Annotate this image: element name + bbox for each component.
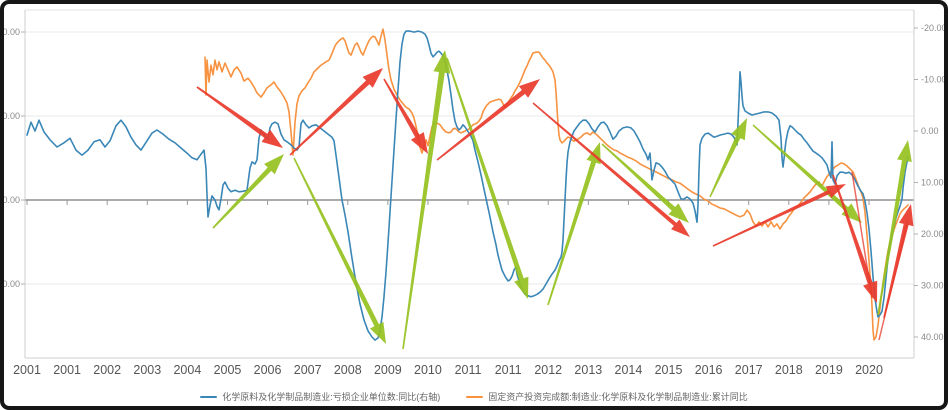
trend-arrow-green-7 bbox=[752, 124, 862, 223]
x-axis-label: 2014 bbox=[615, 363, 643, 377]
x-axis-label: 2013 bbox=[574, 363, 602, 377]
x-axis-label: 2012 bbox=[534, 363, 562, 377]
trend-arrow-green-8 bbox=[877, 140, 912, 316]
x-axis-label: 2018 bbox=[775, 363, 803, 377]
right-axis-label: 10.00 bbox=[921, 178, 944, 188]
x-axis-label: 2001 bbox=[13, 363, 41, 377]
left-axis-label: -20.00 bbox=[0, 279, 20, 289]
x-axis-label: 2016 bbox=[695, 363, 723, 377]
right-axis-label: -10.00 bbox=[921, 75, 947, 85]
trend-arrow-red-14 bbox=[712, 184, 846, 247]
x-axis-label: 2001 bbox=[53, 363, 81, 377]
trend-arrow-green-3 bbox=[446, 57, 529, 300]
right-axis-label: 40.00 bbox=[921, 332, 944, 342]
x-axis-label: 2009 bbox=[374, 363, 402, 377]
trend-arrow-red-10 bbox=[289, 68, 383, 156]
trend-arrow-red-15 bbox=[832, 174, 878, 303]
legend-item-loss-enterprises[interactable]: 化学原料及化学制品制造业:亏损企业单位数:同比(右轴) bbox=[200, 390, 440, 403]
series-line-loss-enterprises-yoy bbox=[26, 30, 909, 341]
legend-marker-blue-line bbox=[200, 395, 218, 398]
trend-arrow-red-9 bbox=[196, 86, 283, 148]
x-axis-label: 2010 bbox=[414, 363, 442, 377]
x-axis-label: 2017 bbox=[735, 363, 763, 377]
right-axis-label: -20.00 bbox=[921, 23, 947, 33]
x-axis-label: 2005 bbox=[214, 363, 242, 377]
trend-line-thin-red bbox=[851, 171, 873, 299]
x-axis-label: 2007 bbox=[294, 363, 322, 377]
legend-label-fai: 固定资产投资完成额:制造业:化学原料及化学制品制造业:累计同比 bbox=[488, 392, 748, 402]
trend-arrow-green-0 bbox=[212, 154, 284, 229]
trend-arrow-green-6 bbox=[709, 118, 747, 198]
x-axis-label: 2002 bbox=[93, 363, 121, 377]
x-axis-label: 2015 bbox=[655, 363, 683, 377]
trend-arrow-red-11 bbox=[383, 78, 428, 154]
trend-arrow-green-5 bbox=[601, 143, 689, 223]
left-axis-label: 20.00 bbox=[0, 111, 20, 121]
right-axis-label: 0.00 bbox=[921, 126, 939, 136]
legend-marker-orange-line bbox=[466, 395, 484, 398]
trend-arrow-green-4 bbox=[547, 142, 601, 306]
left-axis-label: 40.00 bbox=[0, 27, 20, 37]
chart-legend: 化学原料及化学制品制造业:亏损企业单位数:同比(右轴) 固定资产投资完成额:制造… bbox=[0, 390, 948, 403]
trend-line-thin-red bbox=[878, 219, 909, 341]
x-axis-label: 2006 bbox=[254, 363, 282, 377]
left-axis-label: 0.00 bbox=[2, 195, 20, 205]
x-axis-label: 2019 bbox=[815, 363, 843, 377]
x-axis-label: 2011 bbox=[455, 363, 482, 377]
trend-arrow-green-2 bbox=[402, 50, 451, 350]
trend-arrow-red-12 bbox=[436, 79, 540, 161]
legend-label-loss-enterprises: 化学原料及化学制品制造业:亏损企业单位数:同比(右轴) bbox=[222, 392, 441, 402]
x-axis-label: 2020 bbox=[855, 363, 883, 377]
x-axis-label: 2011 bbox=[495, 363, 522, 377]
legend-item-fai[interactable]: 固定资产投资完成额:制造业:化学原料及化学制品制造业:累计同比 bbox=[466, 390, 748, 403]
x-axis-label: 2004 bbox=[173, 363, 201, 377]
trend-arrow-green-1 bbox=[293, 157, 386, 344]
series-line-fai-cum-yoy bbox=[204, 28, 909, 341]
trend-arrow-red-13 bbox=[532, 102, 690, 238]
right-axis-label: 30.00 bbox=[921, 281, 944, 291]
right-axis-label: 20.00 bbox=[921, 229, 944, 239]
x-axis-label: 2003 bbox=[133, 363, 161, 377]
x-axis-label: 2008 bbox=[334, 363, 362, 377]
